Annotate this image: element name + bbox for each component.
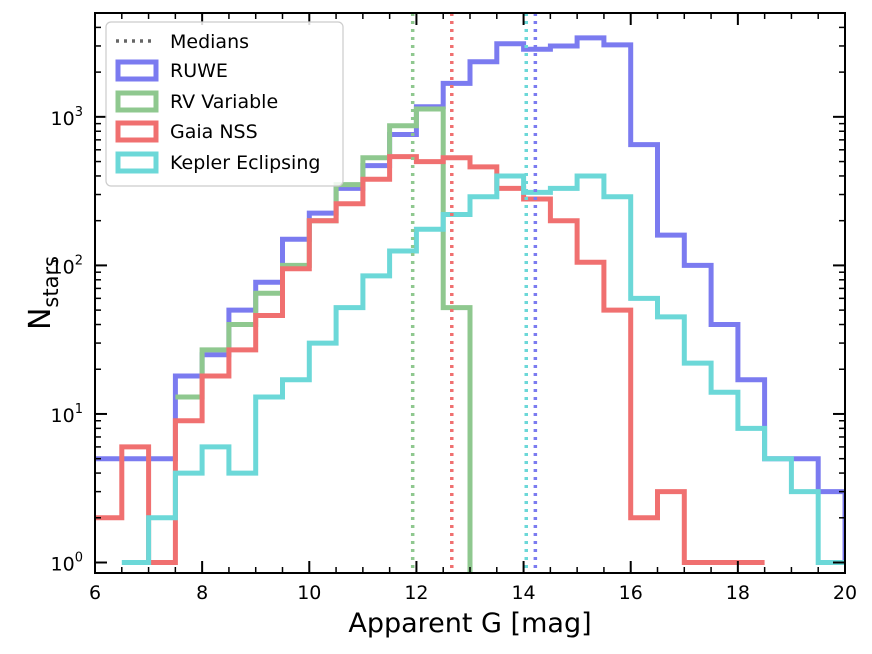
x-axis-label: Apparent G [mag] bbox=[348, 608, 591, 639]
y-axis-label-sub: stars bbox=[39, 256, 63, 308]
series-layer bbox=[95, 35, 845, 573]
plot-frame bbox=[94, 12, 846, 574]
legend-box bbox=[105, 21, 344, 187]
median-lines-layer bbox=[410, 13, 538, 573]
y-tick-label: 101 bbox=[51, 402, 83, 427]
y-tick-label: 103 bbox=[51, 105, 83, 130]
x-tick-label: 16 bbox=[619, 582, 643, 604]
legend-label-rv-variable: RV Variable bbox=[170, 91, 278, 113]
series-gaia-nss-steps bbox=[95, 154, 765, 565]
legend-label-gaia-nss: Gaia NSS bbox=[170, 121, 258, 143]
legend-swatch-ruwe bbox=[115, 59, 159, 82]
x-tick-label: 12 bbox=[404, 582, 428, 604]
legend-label-kepler-eclipsing: Kepler Eclipsing bbox=[170, 152, 320, 174]
x-tick-label: 6 bbox=[89, 582, 101, 604]
x-tick-label: 8 bbox=[196, 582, 208, 604]
y-tick-label: 102 bbox=[51, 253, 83, 278]
legend: Medians RUWE RV Variable Gaia NSS Kepler Ecl… bbox=[105, 21, 344, 187]
y-axis-label-main: N bbox=[23, 308, 58, 330]
legend-swatch-gaia-nss bbox=[115, 120, 159, 143]
y-axis-label: Nstars bbox=[23, 256, 63, 330]
legend-swatch-rv-variable bbox=[115, 90, 159, 113]
legend-medians-label: Medians bbox=[170, 31, 249, 53]
legend-label-ruwe: RUWE bbox=[170, 60, 228, 82]
y-tick-label: 100 bbox=[51, 551, 83, 576]
x-tick-label: 14 bbox=[511, 582, 535, 604]
series-ruwe-steps bbox=[95, 35, 845, 563]
legend-swatch-kepler-eclipsing bbox=[115, 151, 159, 174]
x-tick-label: 20 bbox=[833, 582, 857, 604]
series-kepler-eclipsing-steps bbox=[121, 173, 845, 565]
x-tick-label: 10 bbox=[297, 582, 321, 604]
x-tick-label: 18 bbox=[726, 582, 750, 604]
